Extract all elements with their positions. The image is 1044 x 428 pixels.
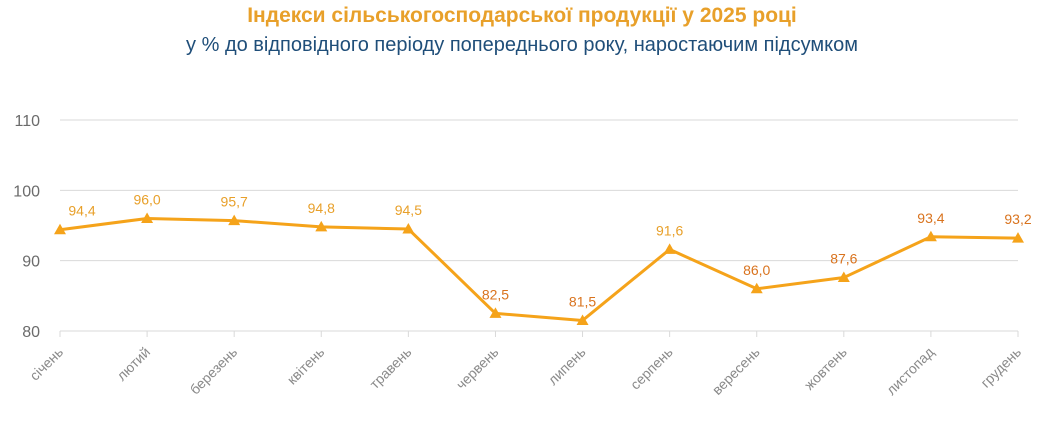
x-tick-label: травень [366, 344, 414, 392]
data-label: 82,5 [482, 286, 509, 302]
data-label: 94,5 [395, 202, 422, 218]
data-point [141, 212, 154, 223]
x-tick-label: листопад [883, 344, 937, 398]
data-point [576, 314, 589, 325]
data-point [663, 243, 676, 254]
data-point [837, 271, 850, 283]
data-label: 96,0 [133, 191, 160, 207]
y-tick-label: 100 [13, 183, 40, 200]
x-tick-label: серпень [627, 344, 676, 393]
data-point [315, 220, 328, 232]
x-tick-label: квітень [284, 344, 328, 388]
data-label: 93,4 [917, 210, 944, 226]
chart-title: Індекси сільськогосподарської продукції … [247, 4, 797, 27]
x-tick-label: грудень [977, 344, 1024, 391]
data-label: 94,8 [308, 200, 335, 216]
data-label: 94,4 [68, 203, 95, 219]
x-tick-label: лютий [113, 344, 153, 384]
data-label: 81,5 [569, 293, 596, 309]
y-tick-label: 110 [14, 113, 40, 130]
data-point [54, 223, 66, 235]
x-tick-label: червень [453, 344, 502, 393]
x-tick-label: жовтень [801, 344, 850, 393]
x-tick-label: січень [26, 344, 66, 384]
data-label: 93,2 [1004, 211, 1031, 227]
series-line [59, 216, 1019, 322]
data-label: 91,6 [656, 222, 683, 238]
x-tick-label: березень [187, 344, 241, 398]
data-label: 87,6 [830, 251, 857, 267]
y-tick-label: 80 [22, 324, 40, 341]
data-label: 95,7 [221, 194, 248, 210]
data-point [1012, 232, 1024, 243]
chart-subtitle: у % до відповідного періоду попереднього… [186, 34, 858, 56]
data-point [750, 282, 763, 294]
y-tick-label: 90 [22, 254, 40, 271]
data-point [228, 214, 241, 226]
data-label: 86,0 [743, 262, 770, 278]
x-tick-label: липень [545, 344, 589, 388]
x-tick-label: вересень [709, 344, 763, 398]
data-point [402, 223, 415, 234]
data-point [489, 307, 502, 318]
data-point [924, 230, 937, 242]
